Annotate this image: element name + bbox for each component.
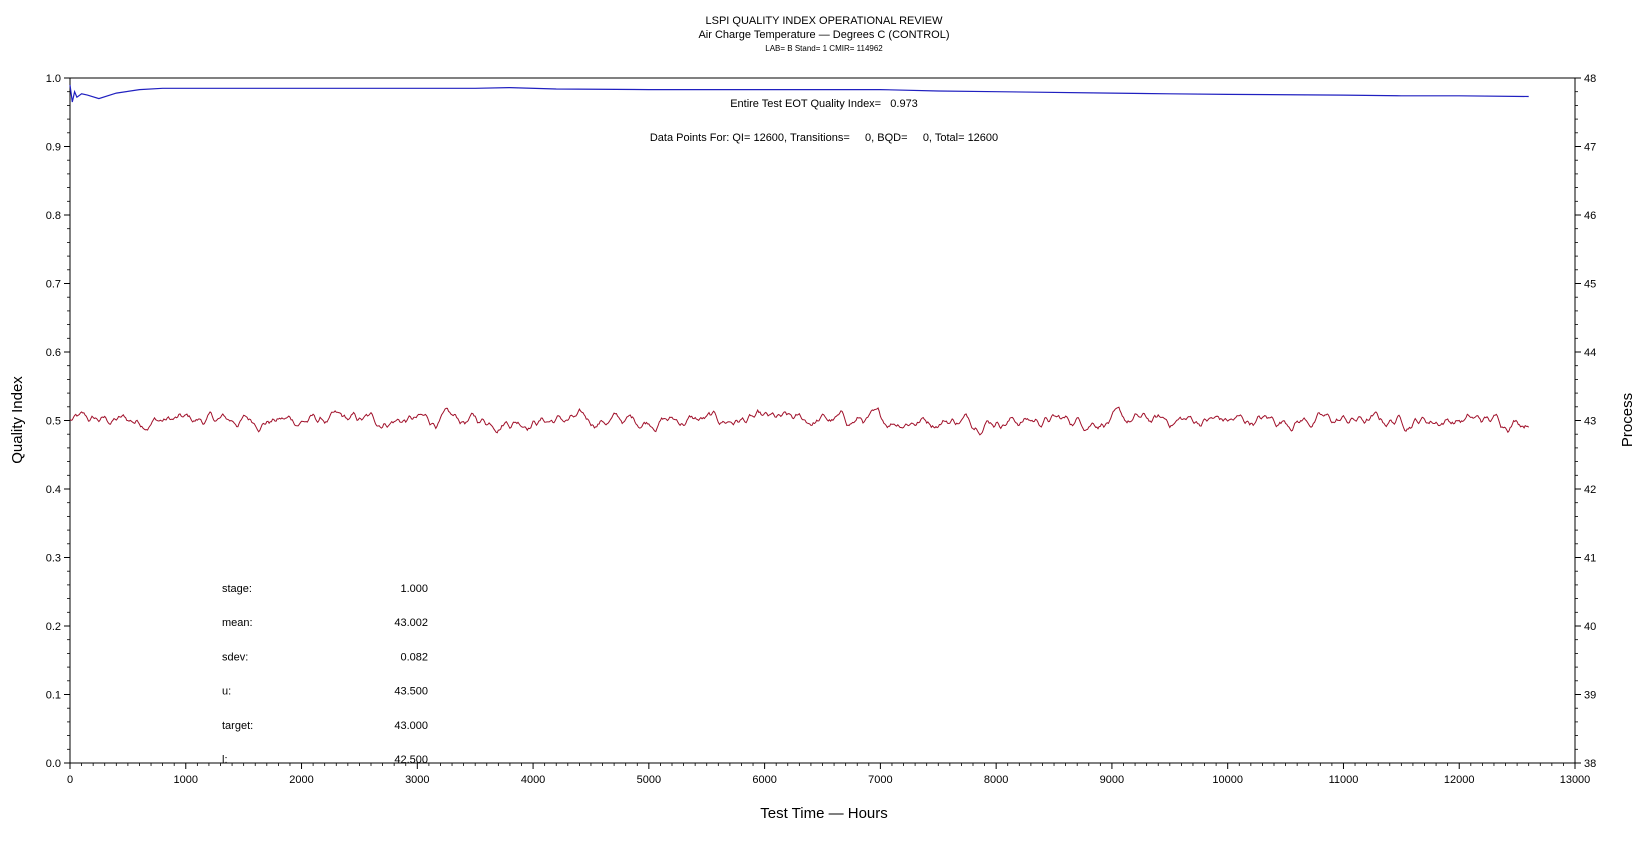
y-left-tick-label: 1.0 [46, 73, 61, 85]
x-tick-label: 7000 [868, 774, 892, 786]
annotation-quality-index: Entire Test EOT Quality Index= 0.973 [730, 98, 918, 110]
stat-value: 42.500 [394, 754, 428, 766]
stat-value: 1.000 [400, 583, 428, 595]
y-left-tick-label: 0.6 [46, 347, 61, 359]
y-axis-left: 0.0 0.1 0.2 0.3 0.4 0.5 0.6 0.7 0.8 0.9 1.0 [46, 73, 70, 770]
y-right-tick-label: 43 [1584, 416, 1596, 428]
y-left-tick-label: 0.2 [46, 621, 61, 633]
y-right-tick-label: 38 [1584, 758, 1596, 770]
x-tick-label: 3000 [405, 774, 429, 786]
quality-index-series-line [69, 84, 1529, 103]
x-tick-label: 5000 [637, 774, 661, 786]
y-left-tick-label: 0.1 [46, 690, 61, 702]
x-tick-label: 10000 [1212, 774, 1243, 786]
y-left-tick-label: 0.9 [46, 142, 61, 154]
y-axis-right: 38 39 40 41 42 43 44 45 46 47 48 [1575, 73, 1596, 770]
x-tick-label: 1000 [174, 774, 198, 786]
x-axis-label: Test Time — Hours [760, 805, 888, 822]
x-tick-label: 8000 [984, 774, 1008, 786]
y-right-tick-label: 45 [1584, 279, 1596, 291]
stat-label: target: [222, 720, 253, 732]
x-tick-label: 12000 [1444, 774, 1475, 786]
annotation-data-points: Data Points For: QI= 12600, Transitions=… [650, 132, 998, 144]
stat-value: 43.500 [394, 686, 428, 698]
stat-label: u: [222, 686, 231, 698]
y-left-tick-label: 0.0 [46, 758, 61, 770]
y-right-tick-label: 47 [1584, 142, 1596, 154]
chart-subtitle-small: LAB= B Stand= 1 CMIR= 114962 [765, 44, 883, 53]
y-left-tick-label: 0.7 [46, 279, 61, 291]
y-right-tick-label: 41 [1584, 553, 1596, 565]
x-tick-label: 0 [67, 774, 73, 786]
x-tick-label: 13000 [1560, 774, 1591, 786]
stats-box: stage: 1.000 mean: 43.002 sdev: 0.082 u: 43.500… [222, 583, 428, 766]
y-right-tick-label: 39 [1584, 690, 1596, 702]
x-tick-label: 9000 [1100, 774, 1124, 786]
process-series-line [69, 406, 1529, 436]
y-left-tick-label: 0.4 [46, 484, 61, 496]
y-right-tick-label: 40 [1584, 621, 1596, 633]
x-tick-label: 6000 [752, 774, 776, 786]
plot-frame [69, 77, 1576, 764]
stat-value: 43.002 [394, 617, 428, 629]
y-left-tick-label: 0.3 [46, 553, 61, 565]
y-right-tick-label: 46 [1584, 210, 1596, 222]
stat-label: sdev: [222, 651, 248, 663]
stat-label: mean: [222, 617, 253, 629]
x-axis: 0 1000 2000 3000 4000 5000 6000 7000 8000 9000 100… [67, 763, 1590, 786]
y-right-tick-label: 48 [1584, 73, 1596, 85]
stat-value: 43.000 [394, 720, 428, 732]
x-tick-label: 4000 [521, 774, 545, 786]
y-right-tick-label: 44 [1584, 347, 1596, 359]
y-right-tick-label: 42 [1584, 484, 1596, 496]
y-axis-left-label: Quality Index [9, 376, 26, 464]
series-layer [69, 84, 1529, 436]
x-tick-label: 11000 [1329, 774, 1359, 786]
chart-title: LSPI QUALITY INDEX OPERATIONAL REVIEW [706, 15, 944, 27]
y-left-tick-label: 0.8 [46, 210, 61, 222]
stat-label: stage: [222, 583, 252, 595]
stat-value: 0.082 [400, 651, 428, 663]
y-left-tick-label: 0.5 [46, 416, 61, 428]
y-axis-right-label: Process [1619, 393, 1636, 447]
x-tick-label: 2000 [289, 774, 313, 786]
stat-label: l: [222, 754, 228, 766]
chart-subtitle: Air Charge Temperature — Degrees C (CONT… [698, 29, 949, 41]
